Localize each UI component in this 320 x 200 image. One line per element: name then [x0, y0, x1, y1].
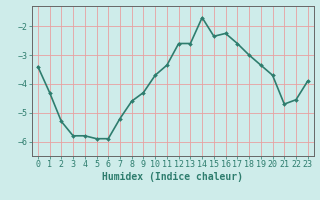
X-axis label: Humidex (Indice chaleur): Humidex (Indice chaleur) [102, 172, 243, 182]
